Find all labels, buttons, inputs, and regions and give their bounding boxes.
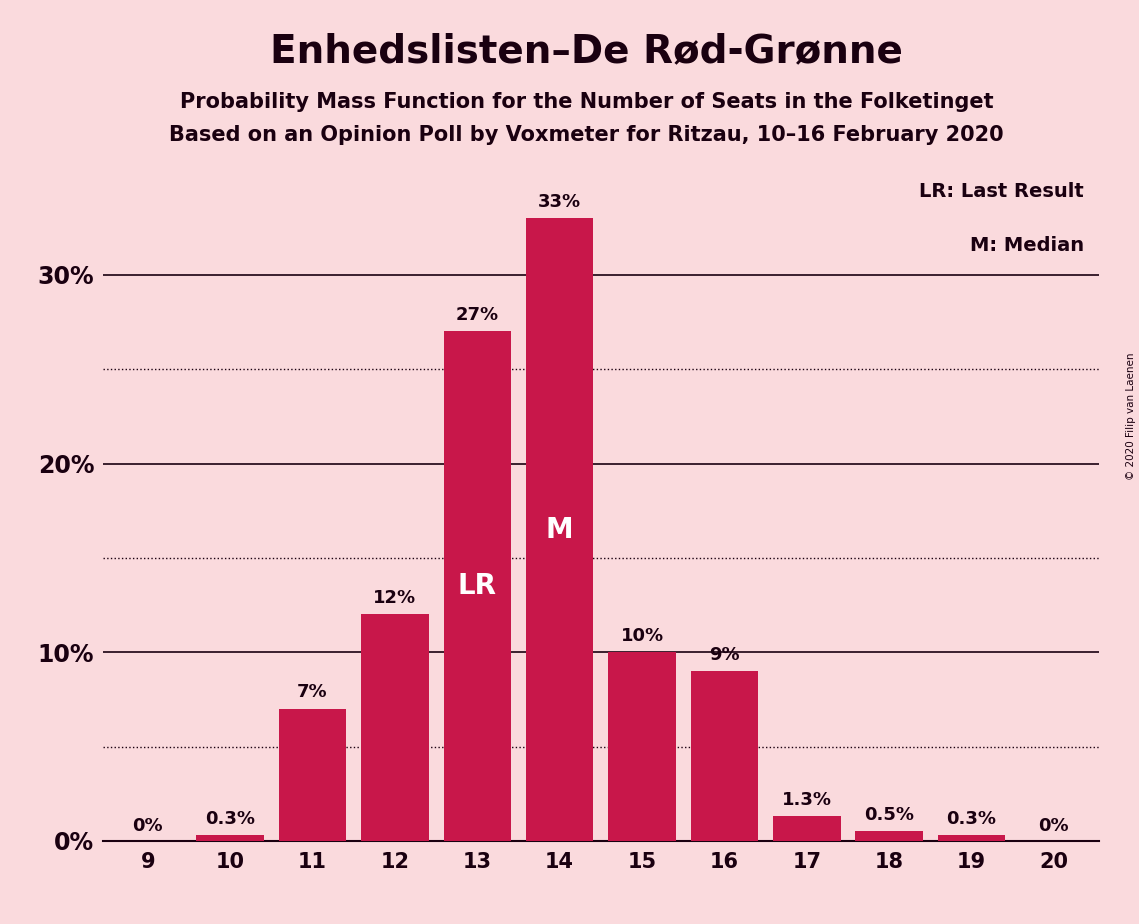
Bar	[690, 671, 759, 841]
Text: 9%: 9%	[710, 646, 739, 663]
Text: 0.3%: 0.3%	[947, 809, 997, 828]
Text: LR: Last Result: LR: Last Result	[919, 182, 1084, 201]
Text: © 2020 Filip van Laenen: © 2020 Filip van Laenen	[1126, 352, 1136, 480]
Text: M: Median: M: Median	[970, 237, 1084, 255]
Text: M: M	[546, 516, 573, 543]
Text: 1.3%: 1.3%	[781, 791, 831, 808]
Text: 33%: 33%	[538, 193, 581, 211]
Text: 10%: 10%	[621, 626, 664, 645]
Bar	[361, 614, 428, 841]
Text: 0%: 0%	[1039, 817, 1070, 835]
Bar	[196, 835, 264, 841]
Text: LR: LR	[458, 572, 497, 601]
Text: Enhedslisten–De Rød-Grønne: Enhedslisten–De Rød-Grønne	[270, 32, 903, 70]
Bar	[855, 832, 923, 841]
Bar	[526, 218, 593, 841]
Text: 12%: 12%	[374, 589, 417, 607]
Bar	[608, 652, 675, 841]
Bar	[443, 332, 511, 841]
Text: 27%: 27%	[456, 306, 499, 324]
Bar	[773, 816, 841, 841]
Bar	[279, 709, 346, 841]
Text: 0.3%: 0.3%	[205, 809, 255, 828]
Text: 0.5%: 0.5%	[865, 806, 915, 824]
Bar	[937, 835, 1006, 841]
Text: Based on an Opinion Poll by Voxmeter for Ritzau, 10–16 February 2020: Based on an Opinion Poll by Voxmeter for…	[170, 125, 1003, 145]
Text: Probability Mass Function for the Number of Seats in the Folketinget: Probability Mass Function for the Number…	[180, 92, 993, 113]
Text: 7%: 7%	[297, 683, 328, 701]
Text: 0%: 0%	[132, 817, 163, 835]
